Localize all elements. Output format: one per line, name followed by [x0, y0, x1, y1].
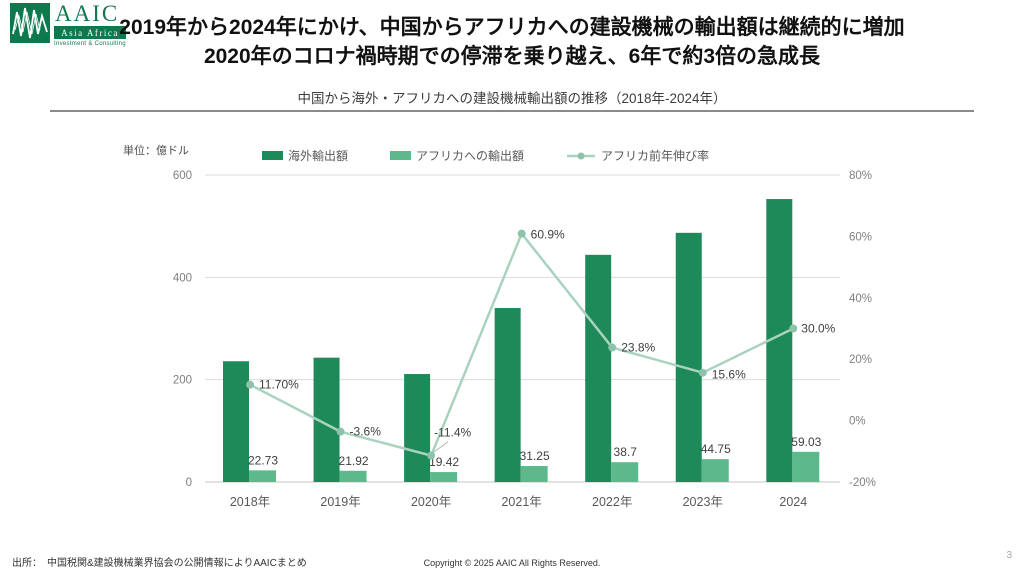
bar-africa-2022年	[611, 462, 639, 482]
legend-label-overseas: 海外輸出額	[288, 149, 349, 163]
x-axis-label: 2020年	[411, 495, 451, 509]
left-axis-tick: 0	[186, 477, 192, 489]
bar-value-label: 44.75	[701, 442, 731, 456]
x-axis-label: 2023年	[683, 495, 723, 509]
logo-region: Asia Africa	[54, 27, 126, 39]
bar-overseas-2021年	[494, 308, 521, 482]
bar-africa-2023年	[701, 459, 729, 482]
bar-africa-2018年	[249, 470, 276, 482]
label-leader-line	[432, 441, 449, 454]
legend-item-overseas: 海外輸出額	[262, 147, 348, 164]
bar-value-label: 19.42	[429, 455, 459, 469]
bar-value-label: 22.73	[248, 453, 278, 467]
slide-title-line2: 2020年のコロナ禍時期での停滞を乗り越え、6年で約3倍の急成長	[203, 45, 821, 68]
bar-overseas-2022年	[585, 254, 612, 482]
growth-value-label: -11.4%	[434, 426, 471, 440]
x-axis-label: 2022年	[592, 495, 632, 509]
bar-africa-2024	[792, 451, 820, 482]
bar-overseas-2023年	[675, 232, 702, 482]
aaic-logo: AAIC Asia Africa Investment & Consulting	[10, 2, 126, 48]
copyright-note: Copyright © 2025 AAIC All Rights Reserve…	[423, 558, 601, 568]
growth-line-marker	[517, 229, 526, 238]
bar-value-label: 31.25	[520, 449, 550, 463]
growth-value-label: 11.70%	[259, 378, 299, 392]
unit-label: 単位：億ドル	[123, 145, 189, 157]
growth-line-legend-icon	[567, 152, 596, 159]
right-axis-tick: 0%	[849, 416, 866, 428]
source-note: 出所： 中国税関&建設機械業界協会の公開情報によりAAICまとめ	[12, 558, 307, 569]
x-axis-label: 2024	[779, 495, 807, 509]
bar-value-label: 59.03	[791, 435, 821, 449]
logo-brand: AAIC	[54, 2, 126, 27]
bar-africa-2019年	[339, 470, 367, 482]
waveform-logo-icon	[10, 3, 50, 43]
right-axis-tick: 60%	[849, 231, 872, 243]
right-axis-tick: 20%	[849, 354, 872, 366]
growth-line-marker	[789, 324, 798, 333]
right-axis-tick: 40%	[849, 293, 872, 305]
legend-label-growth: アフリカ前年伸び率	[601, 149, 710, 163]
bar-overseas-2018年	[223, 361, 249, 482]
legend-item-africa: アフリカへの輸出額	[390, 147, 524, 164]
growth-value-label: 60.9%	[531, 228, 565, 242]
growth-line-marker	[246, 380, 254, 389]
bar-africa-2020年	[430, 472, 458, 482]
right-axis-tick: -20%	[849, 477, 876, 489]
x-axis-label: 2018年	[230, 495, 270, 509]
legend-item-growth: アフリカ前年伸び率	[566, 147, 709, 164]
bar-overseas-2020年	[404, 374, 431, 482]
slide-title-line1: 2019年から2024年にかけ、中国からアフリカへの建設機械の輸出額は継続的に増…	[119, 16, 905, 39]
right-axis-tick: 80%	[849, 170, 872, 182]
bar-africa-2021年	[520, 466, 548, 482]
left-axis-tick: 400	[173, 272, 192, 284]
logo-tagline: Investment & Consulting	[54, 41, 126, 47]
growth-value-label: 30.0%	[801, 322, 835, 336]
growth-value-label: -3.6%	[350, 425, 382, 439]
growth-line-marker	[427, 451, 436, 460]
left-axis-tick: 200	[173, 375, 192, 387]
page-number: 3	[1006, 550, 1012, 561]
x-axis-label: 2019年	[320, 495, 360, 509]
bar-value-label: 21.92	[339, 454, 369, 468]
growth-value-label: 23.8%	[621, 341, 655, 355]
growth-value-label: 15.6%	[712, 368, 746, 382]
left-axis-tick: 600	[173, 170, 192, 182]
overseas-series-swatch	[262, 151, 283, 160]
x-axis-label: 2021年	[501, 495, 541, 509]
africa-series-swatch	[390, 151, 412, 160]
growth-line-marker	[336, 427, 345, 436]
slide-title: 2019年から2024年にかけ、中国からアフリカへの建設機械の輸出額は継続的に増…	[0, 13, 1024, 71]
growth-line-marker	[608, 343, 617, 352]
chart-title: 中国から海外・アフリカへの建設機械輸出額の推移（2018年-2024年）	[297, 91, 727, 106]
bar-value-label: 38.7	[614, 445, 638, 459]
legend-label-africa: アフリカへの輸出額	[416, 149, 525, 163]
growth-line-marker	[698, 368, 707, 377]
chart-legend: 海外輸出額 アフリカへの輸出額 アフリカ前年伸び率	[262, 147, 709, 164]
title-divider	[50, 110, 974, 112]
logo-text: AAIC Asia Africa Investment & Consulting	[54, 2, 126, 48]
